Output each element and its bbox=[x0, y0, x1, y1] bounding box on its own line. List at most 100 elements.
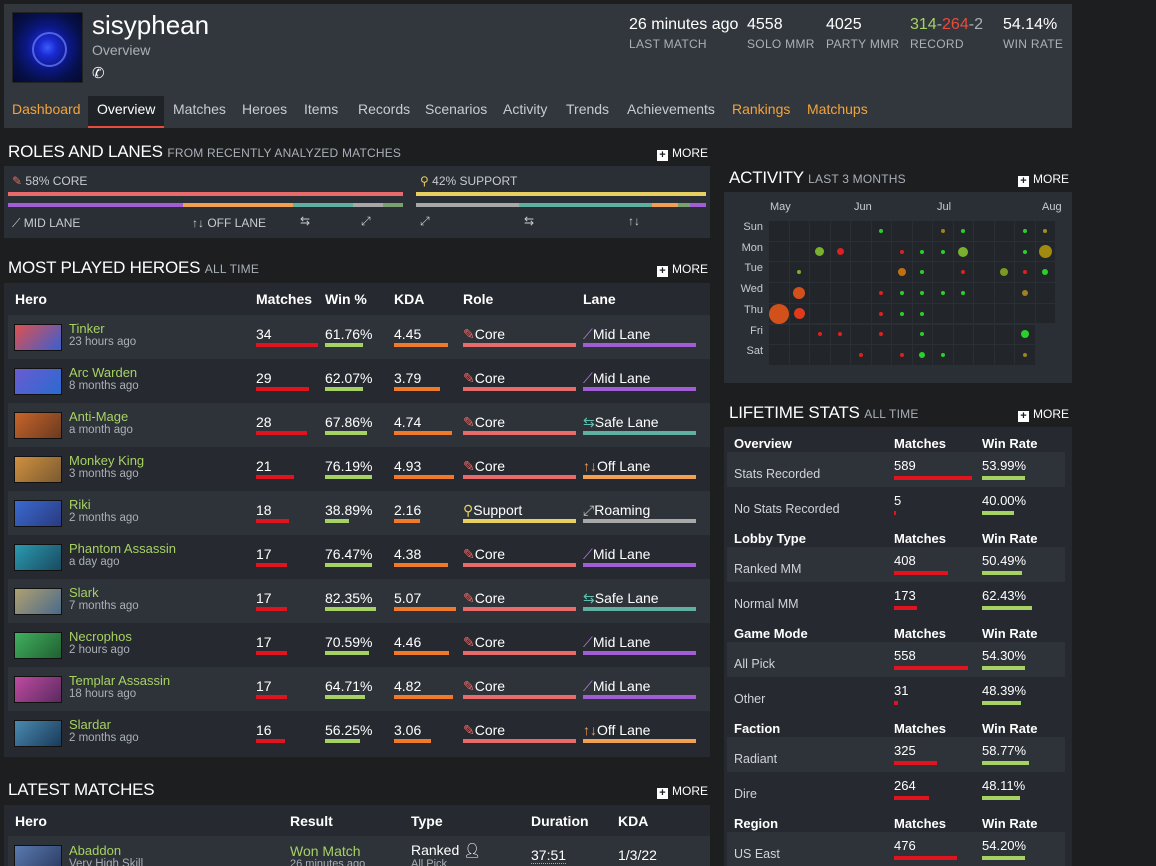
activity-dot[interactable] bbox=[961, 228, 966, 233]
col-win[interactable]: Win % bbox=[325, 291, 367, 307]
col-matches[interactable]: Matches bbox=[894, 626, 947, 641]
lifetime-row[interactable]: Ranked MM 408 50.49% bbox=[727, 547, 1065, 582]
activity-dot[interactable] bbox=[1021, 289, 1028, 296]
hero-name[interactable]: Slardar bbox=[69, 717, 111, 732]
calendar-cell[interactable] bbox=[810, 345, 830, 365]
col-winrate[interactable]: Win Rate bbox=[982, 816, 1038, 831]
hero-row[interactable]: Riki 2 months ago 18 38.89% 2.16 ⚲Support ⤢Roa… bbox=[8, 491, 710, 535]
hero-name[interactable]: Slark bbox=[69, 585, 99, 600]
activity-dot[interactable] bbox=[961, 290, 966, 295]
calendar-cell[interactable] bbox=[974, 345, 994, 365]
lifetime-row[interactable]: All Pick 558 54.30% bbox=[727, 642, 1065, 677]
activity-dot[interactable] bbox=[940, 249, 945, 254]
activity-dot[interactable] bbox=[940, 353, 945, 358]
roles-more-button[interactable]: MORE bbox=[657, 146, 708, 161]
calendar-cell[interactable] bbox=[769, 262, 789, 283]
calendar-cell[interactable] bbox=[933, 262, 953, 283]
hero-name[interactable]: Tinker bbox=[69, 321, 105, 336]
activity-dot[interactable] bbox=[1022, 353, 1027, 358]
activity-dot[interactable] bbox=[836, 248, 844, 256]
calendar-cell[interactable] bbox=[851, 324, 871, 345]
activity-dot[interactable] bbox=[920, 311, 925, 316]
activity-dot[interactable] bbox=[879, 228, 884, 233]
calendar-cell[interactable] bbox=[810, 303, 830, 324]
hero-name[interactable]: Phantom Assassin bbox=[69, 541, 176, 556]
tab-matches[interactable]: Matches bbox=[173, 101, 226, 117]
hero-row[interactable]: Tinker 23 hours ago 34 61.76% 4.45 ✎Core ⟋Mid … bbox=[8, 315, 710, 359]
col-kda[interactable]: KDA bbox=[394, 291, 425, 307]
calendar-cell[interactable] bbox=[769, 324, 789, 345]
hero-row[interactable]: Slardar 2 months ago 16 56.25% 3.06 ✎Core ↑↓Of… bbox=[8, 711, 710, 755]
calendar-cell[interactable] bbox=[974, 262, 994, 283]
activity-dot[interactable] bbox=[1000, 268, 1009, 277]
calendar-cell[interactable] bbox=[1035, 303, 1055, 324]
calendar-cell[interactable] bbox=[933, 324, 953, 345]
activity-dot[interactable] bbox=[1042, 269, 1049, 276]
hero-name[interactable]: Riki bbox=[69, 497, 91, 512]
col-matches[interactable]: Matches bbox=[894, 436, 947, 451]
calendar-cell[interactable] bbox=[933, 303, 953, 324]
lifetime-more-button[interactable]: MORE bbox=[1018, 407, 1069, 422]
activity-dot[interactable] bbox=[879, 290, 884, 295]
activity-dot[interactable] bbox=[920, 290, 925, 295]
col-hero[interactable]: Hero bbox=[15, 291, 47, 307]
calendar-cell[interactable] bbox=[1015, 303, 1035, 324]
calendar-cell[interactable] bbox=[994, 303, 1014, 324]
activity-dot[interactable] bbox=[858, 353, 863, 358]
calendar-cell[interactable] bbox=[1035, 283, 1055, 303]
calendar-cell[interactable] bbox=[953, 324, 973, 345]
activity-dot[interactable] bbox=[815, 247, 825, 257]
calendar-cell[interactable] bbox=[769, 345, 789, 365]
calendar-cell[interactable] bbox=[851, 283, 871, 303]
calendar-cell[interactable] bbox=[871, 262, 891, 283]
lifetime-row[interactable]: Radiant 325 58.77% bbox=[727, 737, 1065, 772]
calendar-cell[interactable] bbox=[974, 303, 994, 324]
tab-dashboard[interactable]: Dashboard bbox=[12, 101, 81, 117]
hero-name[interactable]: Monkey King bbox=[69, 453, 145, 468]
calendar-cell[interactable] bbox=[830, 221, 850, 241]
activity-more-button[interactable]: MORE bbox=[1018, 172, 1069, 187]
hero-row[interactable]: Templar Assassin 18 hours ago 17 64.71% 4.82… bbox=[8, 667, 710, 711]
activity-dot[interactable] bbox=[1043, 228, 1048, 233]
col-type[interactable]: Type bbox=[411, 813, 443, 829]
calendar-cell[interactable] bbox=[830, 345, 850, 365]
col-matches[interactable]: Matches bbox=[894, 816, 947, 831]
activity-dot[interactable] bbox=[899, 353, 904, 358]
lifetime-row[interactable]: No Stats Recorded 5 40.00% bbox=[727, 487, 1065, 522]
calendar-cell[interactable] bbox=[851, 262, 871, 283]
match-hero-name[interactable]: Abaddon bbox=[69, 843, 122, 858]
calendar-cell[interactable] bbox=[830, 303, 850, 324]
hero-row[interactable]: Phantom Assassin a day ago 17 76.47% 4.38 ✎Co… bbox=[8, 535, 710, 579]
calendar-cell[interactable] bbox=[810, 262, 830, 283]
heroes-more-button[interactable]: MORE bbox=[657, 262, 708, 277]
activity-dot[interactable] bbox=[1022, 249, 1027, 254]
col-winrate[interactable]: Win Rate bbox=[982, 626, 1038, 641]
activity-dot[interactable] bbox=[838, 332, 843, 337]
match-row[interactable]: Abaddon Very High Skill Won Match 26 min… bbox=[8, 836, 710, 866]
calendar-cell[interactable] bbox=[810, 283, 830, 303]
col-winrate[interactable]: Win Rate bbox=[982, 436, 1038, 451]
activity-dot[interactable] bbox=[920, 249, 925, 254]
col-matches[interactable]: Matches bbox=[894, 531, 947, 546]
calendar-cell[interactable] bbox=[789, 324, 809, 345]
activity-dot[interactable] bbox=[793, 308, 805, 320]
calendar-cell[interactable] bbox=[974, 221, 994, 241]
calendar-cell[interactable] bbox=[810, 221, 830, 241]
calendar-cell[interactable] bbox=[974, 324, 994, 345]
col-hero[interactable]: Hero bbox=[15, 813, 47, 829]
hero-row[interactable]: Necrophos 2 hours ago 17 70.59% 4.46 ✎Core ⟋Mi… bbox=[8, 623, 710, 667]
calendar-cell[interactable] bbox=[769, 241, 789, 262]
activity-dot[interactable] bbox=[1038, 245, 1052, 259]
lifetime-row[interactable]: Normal MM 173 62.43% bbox=[727, 582, 1065, 617]
calendar-cell[interactable] bbox=[769, 221, 789, 241]
tab-records[interactable]: Records bbox=[358, 101, 411, 117]
col-duration[interactable]: Duration bbox=[531, 813, 589, 829]
latest-more-button[interactable]: MORE bbox=[657, 784, 708, 799]
match-result[interactable]: Won Match bbox=[290, 843, 361, 859]
activity-dot[interactable] bbox=[1020, 330, 1029, 339]
calendar-cell[interactable] bbox=[789, 241, 809, 262]
tab-achievements[interactable]: Achievements bbox=[627, 101, 715, 117]
activity-dot[interactable] bbox=[958, 246, 969, 257]
calendar-cell[interactable] bbox=[789, 221, 809, 241]
activity-dot[interactable] bbox=[940, 290, 945, 295]
